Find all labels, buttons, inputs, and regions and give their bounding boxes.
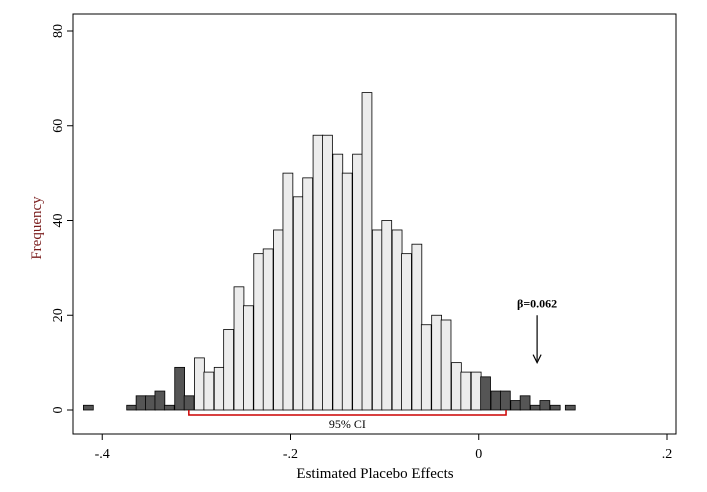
x-axis-ticks: -.4 -.2 0 .2 <box>95 434 673 462</box>
histogram-bar <box>352 153 363 411</box>
histogram-bar <box>243 305 254 411</box>
x-tick-label: 0 <box>475 447 482 462</box>
histogram-bar <box>401 253 412 411</box>
y-tick-label: 40 <box>51 214 66 228</box>
histogram-bar <box>371 229 383 411</box>
x-tick-label: -.4 <box>95 447 110 462</box>
histogram-bar <box>145 395 156 411</box>
histogram-bar <box>203 371 215 411</box>
x-tick-label: .2 <box>662 447 673 462</box>
histogram-bar <box>332 153 344 411</box>
histogram-bar <box>361 92 373 411</box>
histogram-bar <box>174 366 186 411</box>
histogram-bar <box>440 319 452 411</box>
histogram-bar <box>549 404 561 411</box>
histogram-bar <box>163 404 175 411</box>
histogram-bar <box>519 395 531 411</box>
histogram-bar <box>312 134 324 411</box>
histogram-bar <box>480 376 491 411</box>
x-tick-label: -.2 <box>283 447 298 462</box>
beta-arrow-head <box>532 354 542 364</box>
y-axis-label: Frequency <box>29 196 45 260</box>
histogram-bar <box>530 404 541 411</box>
y-tick-label: 20 <box>51 308 66 322</box>
histogram-bar <box>539 400 551 411</box>
histogram-bar <box>490 390 502 411</box>
ci-label: 95% CI <box>329 417 366 431</box>
histogram-bar <box>411 243 423 411</box>
beta-label: β=0.062 <box>517 296 557 310</box>
y-tick-label: 80 <box>51 24 66 38</box>
histogram-bar <box>194 357 205 411</box>
histogram-bar <box>381 220 393 411</box>
histogram-bar <box>253 253 265 411</box>
histogram-bar <box>499 390 511 411</box>
histogram-bar <box>510 400 522 411</box>
histogram-bar <box>431 314 442 411</box>
histogram-bar <box>420 324 432 411</box>
histogram-bar <box>223 329 234 411</box>
histogram-bar <box>460 371 472 411</box>
histogram-bar <box>83 404 94 411</box>
histogram-bar <box>126 404 137 411</box>
histogram-bar <box>470 371 482 411</box>
histogram-bar <box>302 177 314 411</box>
histogram-bar <box>451 362 462 411</box>
histogram-bar <box>273 229 284 411</box>
histogram-bar <box>154 390 166 411</box>
histogram-bar <box>233 286 245 411</box>
y-axis-ticks: 0 20 40 60 80 <box>51 24 73 414</box>
histogram-bar <box>183 395 195 411</box>
histogram-bar <box>135 395 147 411</box>
histogram-bar <box>262 248 274 411</box>
ci-bracket <box>188 410 507 416</box>
histogram-bar <box>322 134 333 411</box>
histogram-bar <box>341 172 353 411</box>
ci-bracket-group: 95% CI <box>188 410 507 431</box>
histogram-bar <box>292 196 304 411</box>
histogram-bar <box>564 404 576 411</box>
plot-frame <box>72 13 677 435</box>
beta-annotation-group: β=0.062 <box>517 296 557 364</box>
histogram-bar <box>391 229 403 411</box>
bars-group <box>83 92 576 411</box>
y-tick-label: 0 <box>51 407 66 414</box>
histogram-bar <box>282 172 294 411</box>
histogram-bar <box>213 366 225 411</box>
y-tick-label: 60 <box>51 119 66 133</box>
x-axis-label: Estimated Placebo Effects <box>296 466 453 482</box>
